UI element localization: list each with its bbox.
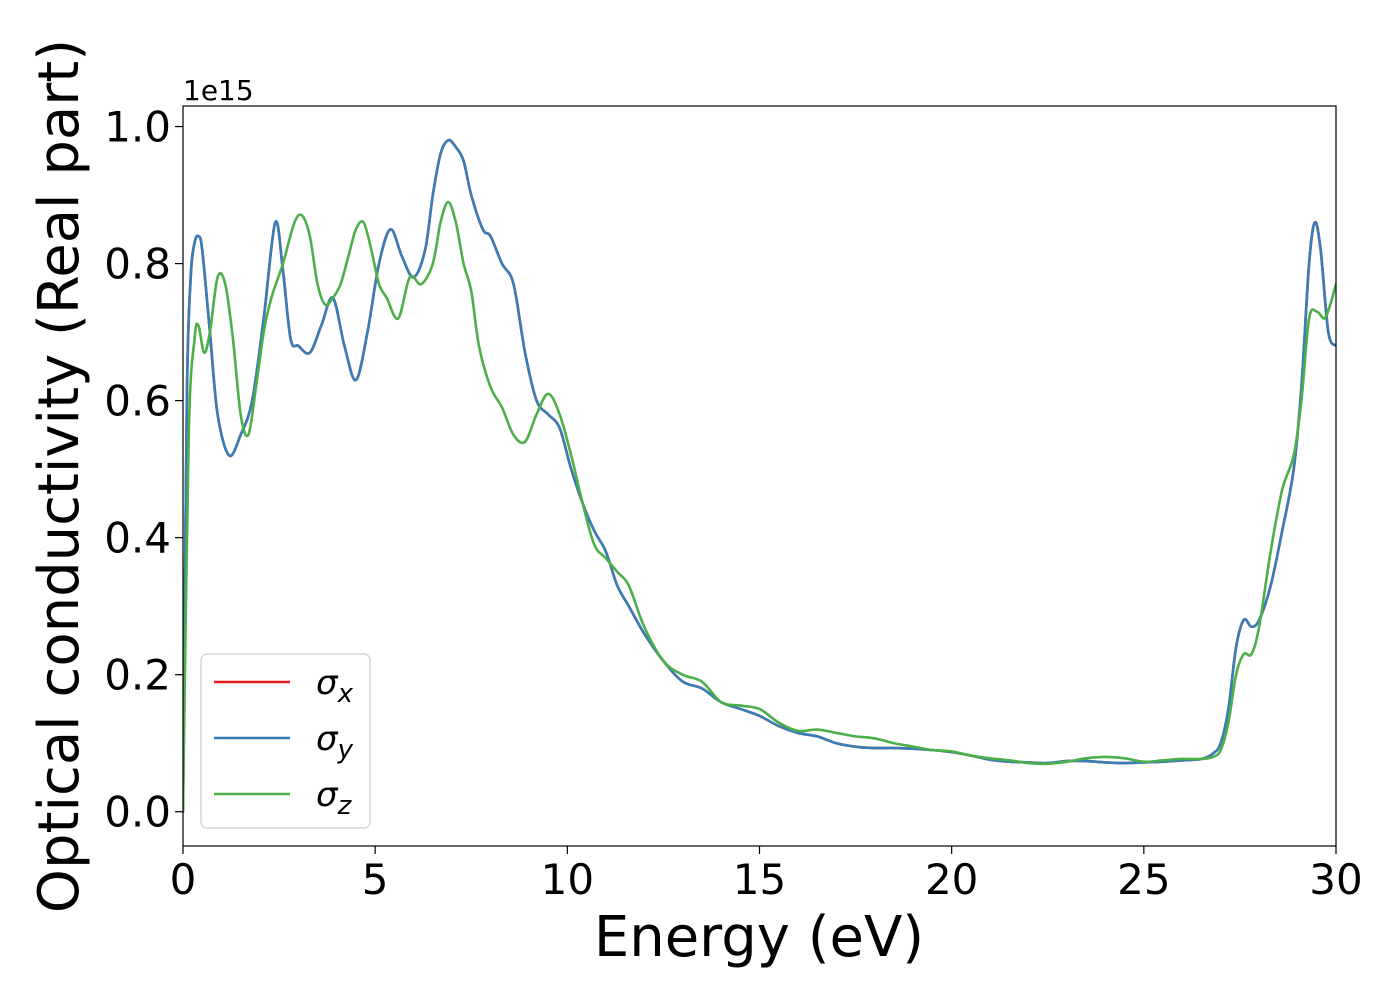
y-offset-label: 1e15	[183, 74, 254, 107]
series-line-2	[183, 138, 1336, 814]
series-line-3	[183, 200, 1336, 814]
y-axis-label: Optical conductivity (Real part)	[27, 39, 92, 913]
y-tick-label: 0.8	[104, 240, 171, 289]
y-tick-label: 0.4	[104, 514, 171, 563]
legend-box	[200, 653, 371, 829]
legend: σx σy σz	[200, 653, 371, 829]
legend-label-2: σy	[316, 719, 354, 765]
legend-label-1: σx	[316, 663, 354, 709]
x-tick-label: 0	[170, 855, 197, 904]
series-layer	[183, 138, 1336, 814]
x-axis-ticks: 0 5 10 15 20 25 30	[170, 846, 1363, 904]
x-tick-label: 5	[362, 855, 389, 904]
y-tick-label: 0.0	[104, 788, 171, 837]
y-tick-label: 1.0	[104, 103, 171, 152]
legend-label-3: σz	[316, 775, 353, 821]
x-axis-label: Energy (eV)	[594, 905, 924, 970]
legend-entries: σx σy σz	[214, 663, 354, 821]
x-tick-label: 10	[541, 855, 594, 904]
x-tick-label: 15	[733, 855, 786, 904]
y-tick-label: 0.6	[104, 377, 171, 426]
y-tick-label: 0.2	[104, 651, 171, 700]
y-axis-ticks: 0.0 0.2 0.4 0.6 0.8 1.0	[104, 103, 183, 837]
x-tick-label: 30	[1309, 855, 1362, 904]
x-tick-label: 25	[1117, 855, 1170, 904]
x-tick-label: 20	[925, 855, 978, 904]
